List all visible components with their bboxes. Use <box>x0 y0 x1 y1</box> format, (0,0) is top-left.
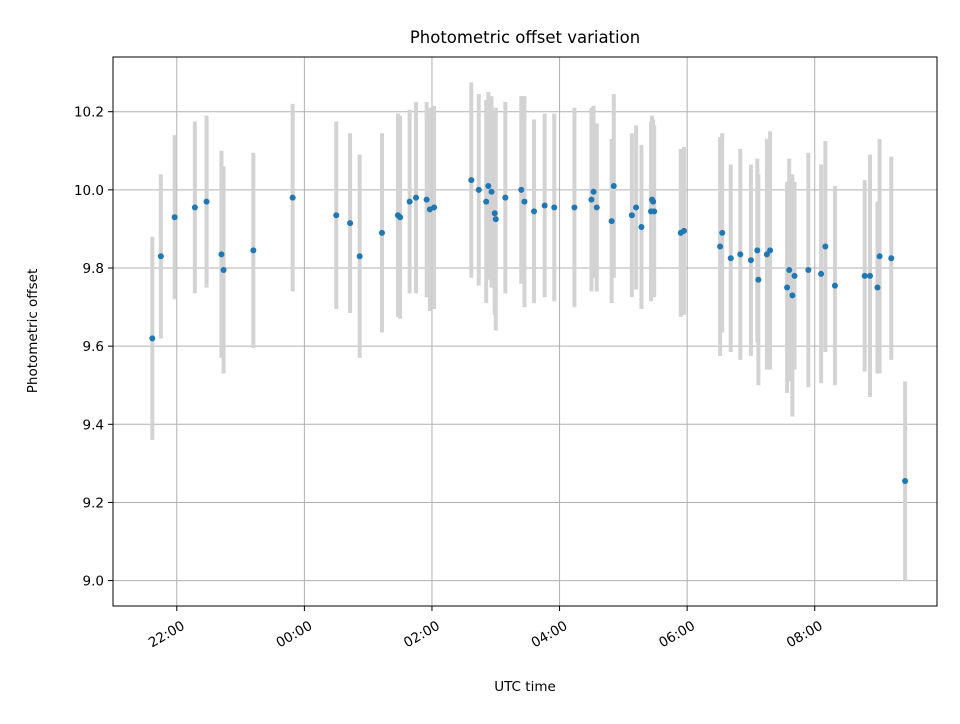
data-point <box>502 194 509 201</box>
data-point <box>423 196 430 203</box>
data-point <box>831 282 838 289</box>
data-point <box>531 208 538 215</box>
data-point <box>767 247 774 254</box>
data-point <box>468 177 475 184</box>
data-point <box>755 276 762 283</box>
data-point <box>680 227 687 234</box>
data-point <box>874 284 881 291</box>
data-point <box>492 216 499 223</box>
data-points <box>149 177 909 484</box>
y-axis-label: Photometric offset <box>25 269 41 393</box>
data-point <box>488 188 495 195</box>
data-point <box>590 188 597 195</box>
data-point <box>485 182 492 189</box>
data-point <box>413 194 420 201</box>
data-point <box>518 186 525 193</box>
data-point <box>822 243 829 250</box>
chart-title: Photometric offset variation <box>410 28 640 47</box>
y-axis-ticks: 9.0 9.2 9.4 9.6 9.8 10.0 10.2 <box>74 105 113 590</box>
data-point <box>191 204 198 211</box>
data-point <box>902 477 909 484</box>
data-point <box>650 198 657 205</box>
y-tick-label: 10.2 <box>74 105 104 121</box>
data-point <box>754 247 761 254</box>
data-point <box>431 204 438 211</box>
data-point <box>551 204 558 211</box>
data-point <box>867 272 874 279</box>
data-point <box>638 223 645 230</box>
y-tick-label: 10.0 <box>74 183 104 199</box>
data-point <box>289 194 296 201</box>
data-point <box>218 251 225 258</box>
data-point <box>633 204 640 211</box>
data-point <box>356 253 363 260</box>
data-point <box>406 198 413 205</box>
x-axis-label: UTC time <box>494 679 556 695</box>
y-tick-label: 9.8 <box>83 261 104 277</box>
data-point <box>588 196 595 203</box>
data-point <box>727 255 734 262</box>
data-point <box>250 247 257 254</box>
data-point <box>717 243 724 250</box>
y-tick-label: 9.0 <box>83 574 104 590</box>
data-point <box>628 212 635 219</box>
y-tick-label: 9.6 <box>83 339 104 355</box>
data-point <box>541 202 548 209</box>
y-tick-label: 9.4 <box>83 417 104 433</box>
data-point <box>571 204 578 211</box>
data-point <box>876 253 883 260</box>
data-point <box>475 186 482 193</box>
data-point <box>157 253 164 260</box>
data-point <box>747 257 754 264</box>
data-point <box>791 272 798 279</box>
data-point <box>483 198 490 205</box>
data-point <box>491 210 498 217</box>
data-point <box>203 198 210 205</box>
data-point <box>805 266 812 273</box>
y-tick-label: 9.2 <box>83 495 104 511</box>
data-point <box>171 214 178 221</box>
data-point <box>220 266 227 273</box>
data-point <box>789 292 796 299</box>
data-point <box>610 182 617 189</box>
data-point <box>347 220 354 227</box>
data-point <box>818 270 825 277</box>
data-point <box>608 218 615 225</box>
data-point <box>397 214 404 221</box>
data-point <box>149 335 156 342</box>
data-point <box>737 251 744 258</box>
data-point <box>333 212 340 219</box>
data-point <box>521 198 528 205</box>
plot-frame <box>112 56 938 607</box>
data-point <box>784 284 791 291</box>
data-point <box>651 208 658 215</box>
data-point <box>861 272 868 279</box>
data-point <box>593 204 600 211</box>
data-point <box>786 266 793 273</box>
data-point <box>719 229 726 236</box>
data-point <box>888 255 895 262</box>
data-point <box>378 229 385 236</box>
